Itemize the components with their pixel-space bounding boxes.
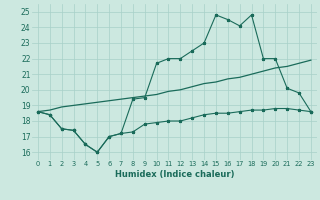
X-axis label: Humidex (Indice chaleur): Humidex (Indice chaleur) (115, 170, 234, 179)
